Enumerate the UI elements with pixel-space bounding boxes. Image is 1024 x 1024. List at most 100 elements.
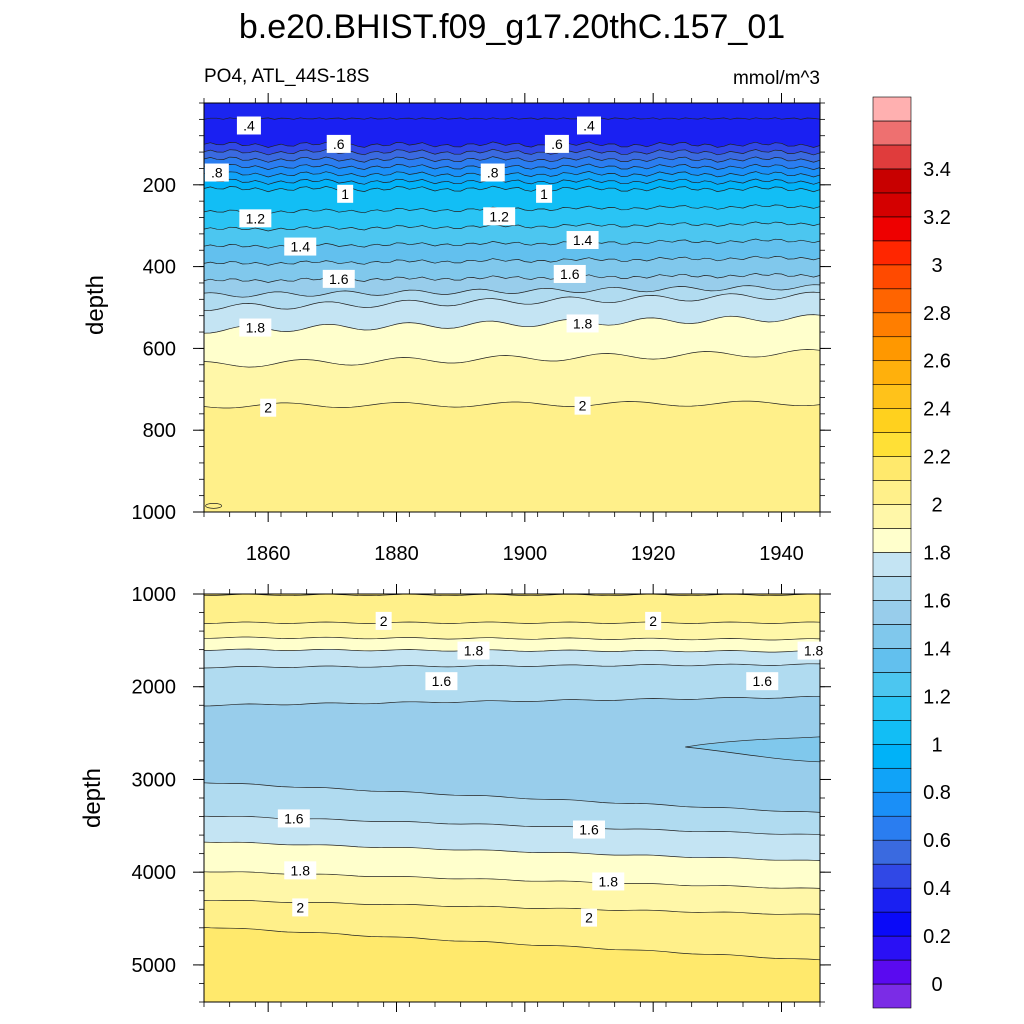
contour-label: .8 <box>480 163 505 182</box>
contour-line <box>204 636 821 641</box>
contour-label-text: 1.8 <box>291 862 311 878</box>
y-tick-label: 5000 <box>132 955 177 977</box>
x-tick-label: 1900 <box>503 543 548 565</box>
contour-line <box>203 221 821 232</box>
contour-line <box>203 178 821 185</box>
contour-label-text: 1.2 <box>246 210 266 226</box>
colorbar-swatch <box>872 360 912 385</box>
colorbar-swatch <box>872 312 912 338</box>
contour-label: .4 <box>236 116 261 135</box>
contour-line <box>203 593 821 597</box>
colorbar-swatch <box>872 791 912 817</box>
colorbar-tick-label: 1.6 <box>923 590 951 612</box>
colorbar-tick-label: 0 <box>931 974 942 996</box>
contour-line <box>203 117 821 120</box>
colorbar-swatch <box>872 935 912 961</box>
contour-label: 1.4 <box>284 237 317 256</box>
colorbar-tick-label: 2.4 <box>923 399 951 421</box>
contour-label: 2 <box>292 898 309 917</box>
colorbar-tick-label: 2.8 <box>923 303 951 325</box>
contour-label: 1.6 <box>322 269 355 288</box>
colorbar-tick-label: 0.6 <box>923 830 951 852</box>
colorbar-tick-label: 2 <box>931 495 942 517</box>
colorbar-swatch <box>872 384 912 409</box>
colorbar-tick-label: 2.6 <box>923 351 951 373</box>
contour-label: 2 <box>574 396 591 415</box>
colorbar-swatch <box>872 240 912 266</box>
contour-line <box>203 148 821 156</box>
contour-label-text: 1 <box>540 186 548 202</box>
colorbar-tick-label: 1 <box>931 734 942 756</box>
x-tick-label: 1940 <box>759 543 804 565</box>
contour-label-text: 2 <box>649 613 657 629</box>
colorbar-tick-label: 1.4 <box>923 638 951 660</box>
contour-label: 1.6 <box>553 264 586 283</box>
contour-label: 1.6 <box>573 820 605 839</box>
x-tick-label: 1880 <box>374 543 419 565</box>
colorbar-tick-label: 3 <box>931 255 942 277</box>
contour-label-text: 1.4 <box>573 232 593 248</box>
colorbar-swatch <box>872 911 912 937</box>
colorbar-tick-label: 0.2 <box>923 926 951 948</box>
contour-line <box>204 621 821 624</box>
contour-label: 1.8 <box>239 318 272 337</box>
contour-label-text: 1.4 <box>291 239 311 255</box>
contour-label-text: 1.8 <box>464 643 484 659</box>
contour-label-text: 1.6 <box>284 810 304 826</box>
contour-line <box>205 503 222 509</box>
contour-label: 2 <box>581 908 597 927</box>
contour-label: .6 <box>544 134 569 153</box>
contour-label-text: 1.6 <box>579 822 599 838</box>
colorbar-swatch <box>872 552 912 577</box>
colorbar-swatch <box>872 959 912 985</box>
contour-label-text: 1.8 <box>599 873 619 889</box>
contour-label: 2 <box>375 611 392 630</box>
colorbar-swatch <box>872 743 912 769</box>
colorbar-swatch <box>872 815 912 841</box>
contour-label-text: .8 <box>211 165 223 181</box>
contour-label-text: 1.6 <box>560 266 580 282</box>
colorbar-tick-label: 1.2 <box>923 686 951 708</box>
contour-label-text: 1.6 <box>753 673 773 689</box>
chart-title: b.e20.BHIST.f09_g17.20thC.157_01 <box>239 8 785 46</box>
colorbar-swatch <box>872 408 912 433</box>
subtitle-variable-region: PO4, ATL_44S-18S <box>204 66 369 87</box>
contour-label-text: 2 <box>380 613 388 629</box>
contour-label: 1.8 <box>457 641 490 660</box>
contour-line <box>203 695 820 707</box>
colorbar-swatch <box>872 767 912 793</box>
colorbar-swatch <box>872 120 912 146</box>
contour-label: 1.2 <box>239 209 272 228</box>
colorbar-swatch <box>872 887 912 913</box>
colorbar-swatch <box>872 624 912 649</box>
y-tick-label: 3000 <box>132 769 177 791</box>
units-label: mmol/m^3 <box>733 68 820 89</box>
contour-label-text: .4 <box>583 117 595 133</box>
contour-label: .6 <box>326 134 351 153</box>
y-tick-label: 4000 <box>132 862 177 884</box>
contour-line <box>203 141 821 148</box>
contour-line <box>203 255 821 266</box>
contour-label-text: 1.2 <box>489 208 509 224</box>
contour-label-text: 1.6 <box>329 271 349 287</box>
contour-label: 1.8 <box>566 314 599 333</box>
contour-label: 1.8 <box>284 861 317 880</box>
contour-line <box>203 782 821 813</box>
contour-line <box>204 648 821 653</box>
colorbar-swatch <box>872 216 912 242</box>
y-tick-label: 600 <box>143 338 176 360</box>
contour-label: 1.6 <box>746 672 779 691</box>
x-tick-label: 1920 <box>631 543 676 565</box>
colorbar-tick-label: 0.4 <box>923 878 951 900</box>
contour-label: 1 <box>337 184 354 203</box>
contour-label-text: .6 <box>551 136 563 152</box>
colorbar-swatch <box>872 432 912 457</box>
y-tick-label: 1000 <box>132 584 177 606</box>
contour-label-text: 1.8 <box>804 643 824 659</box>
contour-label-text: 2 <box>296 899 304 915</box>
contour-line <box>203 349 821 368</box>
colorbar-swatch <box>872 264 912 290</box>
colorbar-tick-label: 3.2 <box>923 207 951 229</box>
y-tick-label: 1000 <box>132 502 177 524</box>
